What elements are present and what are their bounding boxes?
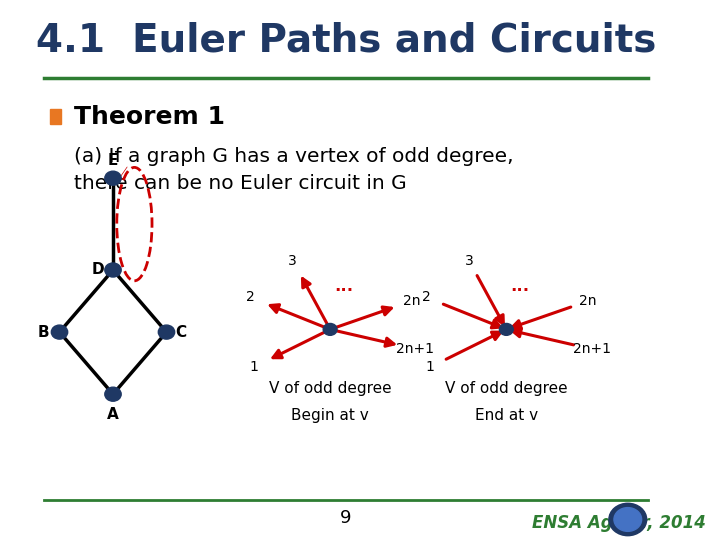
Text: 9: 9 xyxy=(340,509,351,528)
Text: B: B xyxy=(37,325,49,340)
Text: 2n: 2n xyxy=(580,294,597,308)
Text: ...: ... xyxy=(334,277,354,295)
Text: 2n+1: 2n+1 xyxy=(572,342,611,356)
Circle shape xyxy=(105,263,121,277)
Text: 1: 1 xyxy=(249,360,258,374)
Text: 2n: 2n xyxy=(403,294,420,308)
Circle shape xyxy=(105,171,121,185)
Circle shape xyxy=(51,325,68,339)
Text: there can be no Euler circuit in G: there can be no Euler circuit in G xyxy=(74,174,407,193)
Text: (a) If a graph G has a vertex of odd degree,: (a) If a graph G has a vertex of odd deg… xyxy=(74,147,513,166)
Text: 2n+1: 2n+1 xyxy=(397,342,434,356)
Text: D: D xyxy=(91,262,104,278)
Circle shape xyxy=(609,503,647,536)
Circle shape xyxy=(500,323,513,335)
Text: 1: 1 xyxy=(426,360,434,374)
Text: 4.1  Euler Paths and Circuits: 4.1 Euler Paths and Circuits xyxy=(36,22,656,59)
Circle shape xyxy=(614,508,642,531)
Circle shape xyxy=(158,325,175,339)
Bar xyxy=(50,109,61,124)
Text: Theorem 1: Theorem 1 xyxy=(74,105,225,129)
Text: Begin at v: Begin at v xyxy=(292,408,369,423)
Text: A: A xyxy=(107,407,118,422)
Text: ...: ... xyxy=(510,277,529,295)
Text: 3: 3 xyxy=(464,254,473,268)
Text: ENSA Agadir, 2014: ENSA Agadir, 2014 xyxy=(531,514,706,532)
Text: End at v: End at v xyxy=(474,408,538,423)
Text: E: E xyxy=(107,153,117,168)
Circle shape xyxy=(323,323,337,335)
Text: 3: 3 xyxy=(289,254,297,268)
Circle shape xyxy=(105,387,121,401)
Text: V of odd degree: V of odd degree xyxy=(269,381,392,396)
Text: C: C xyxy=(175,325,186,340)
Text: 2: 2 xyxy=(422,291,431,305)
Text: V of odd degree: V of odd degree xyxy=(445,381,567,396)
Text: 2: 2 xyxy=(246,291,254,305)
